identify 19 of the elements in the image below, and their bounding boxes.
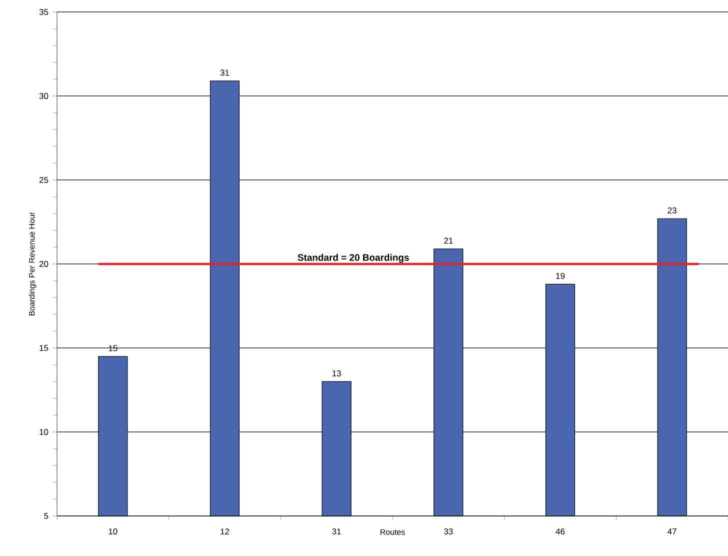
data-label: 23 [668, 207, 676, 214]
x-tick-label: 46 [556, 528, 565, 534]
y-tick-label: 10 [40, 428, 48, 435]
data-label: 19 [556, 272, 565, 279]
y-tick-label: 35 [39, 8, 48, 15]
x-tick-label: 10 [108, 528, 118, 534]
ref-line-label: Standard = 20 Boardings [298, 254, 409, 263]
x-tick-label: 31 [332, 528, 341, 534]
y-tick-label: 25 [39, 176, 48, 183]
x-tick-label: 33 [444, 528, 453, 534]
data-label: 13 [332, 370, 341, 376]
x-tick-label: 12 [220, 528, 230, 534]
y-tick-label: 15 [40, 345, 48, 351]
x-tick-label: 47 [668, 528, 676, 534]
y-tick-label: 30 [39, 92, 48, 99]
y-tick-label: 20 [39, 260, 48, 267]
data-label: 21 [444, 238, 453, 244]
data-label: 31 [220, 70, 230, 76]
y-tick-label: 5 [44, 513, 48, 519]
